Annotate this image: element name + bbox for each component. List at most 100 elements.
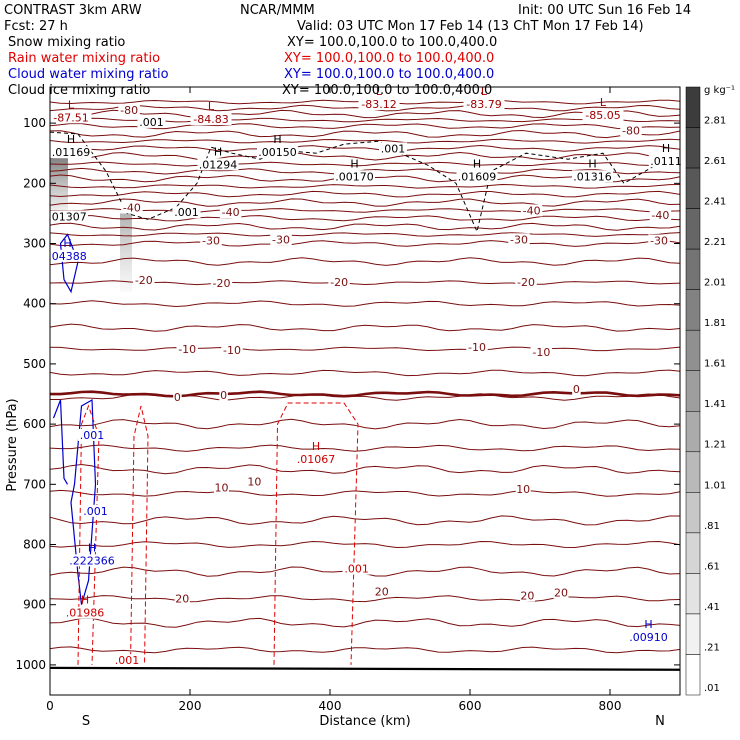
isotherm-label: 10 bbox=[215, 481, 229, 494]
colorbar-swatch bbox=[685, 86, 701, 128]
extremum-value-bg bbox=[456, 170, 498, 183]
isotherm-label-bg bbox=[553, 586, 569, 599]
isotherm-label-bg bbox=[270, 233, 292, 246]
isotherm-label-bg bbox=[515, 276, 537, 289]
legend-cloud-water-xy: XY= 100.0,100.0 to 100.0,400.0 bbox=[284, 67, 494, 82]
cloud-water-label: .001 bbox=[83, 505, 108, 518]
extremum-value: .00170 bbox=[335, 170, 374, 183]
y-tick-label: 200 bbox=[23, 176, 46, 190]
extremum-value-bg bbox=[64, 606, 106, 619]
isotherm-label-bg bbox=[572, 383, 581, 396]
extremum-letter: H bbox=[644, 618, 652, 631]
snow-label: .01307 bbox=[48, 210, 87, 223]
snow-label: .001 bbox=[174, 206, 199, 219]
y-tick-label: 100 bbox=[23, 116, 46, 130]
snow-label-bg bbox=[172, 206, 201, 219]
legend-rain-xy: XY= 100.0,100.0 to 100.0,400.0 bbox=[284, 51, 494, 66]
rain-label-bg bbox=[113, 654, 141, 667]
isotherm-label: 0 bbox=[220, 389, 227, 402]
isotherm-label: 10 bbox=[247, 475, 261, 488]
isotherm-label-bg bbox=[519, 589, 535, 602]
isotherm-label: -20 bbox=[213, 277, 231, 290]
snow-shade-mid bbox=[120, 213, 132, 292]
isotherm-upper bbox=[49, 222, 681, 231]
isotherm-upper bbox=[49, 208, 681, 213]
x-tick-label: 400 bbox=[319, 699, 342, 713]
snow-contour bbox=[49, 131, 681, 234]
colorbar-label: 1.81 bbox=[704, 318, 726, 329]
colorbar-label: 2.21 bbox=[704, 237, 726, 248]
snow-label-bg bbox=[47, 210, 88, 223]
colorbar-label: 1.41 bbox=[704, 399, 726, 410]
snow-label: .001 bbox=[139, 116, 164, 129]
snow-label-bg bbox=[379, 142, 407, 155]
isotherm-upper bbox=[49, 300, 681, 308]
isotherm-upper bbox=[49, 240, 681, 247]
isotherm-lower bbox=[50, 393, 681, 401]
extremum-letter: H bbox=[67, 133, 75, 146]
isotherm-label: 20 bbox=[375, 585, 389, 598]
isotherm-upper bbox=[49, 151, 681, 161]
colorbar-swatch bbox=[685, 532, 701, 574]
extremum-value: .01169 bbox=[52, 146, 91, 159]
extremum-value-bg bbox=[358, 98, 400, 111]
isotherm-label: -10 bbox=[178, 343, 196, 356]
isotherm-upper bbox=[49, 346, 681, 352]
colorbar-swatch bbox=[685, 411, 701, 453]
extremum-value: -83.79 bbox=[466, 98, 501, 111]
isotherm-upper bbox=[49, 215, 681, 222]
y-tick-label: 500 bbox=[23, 357, 46, 371]
colorbar-label: 2.01 bbox=[704, 278, 726, 289]
extremum-value: .01609 bbox=[458, 170, 497, 183]
extremum-letter: L bbox=[208, 100, 215, 113]
isotherm-label: -30 bbox=[202, 235, 220, 248]
model-title: CONTRAST 3km ARW bbox=[4, 3, 142, 18]
x-tick-label: 0 bbox=[46, 699, 54, 713]
extremum-value-bg bbox=[47, 249, 88, 262]
colorbar-swatch bbox=[685, 289, 701, 331]
isotherm-label-bg bbox=[620, 124, 642, 137]
plot-frame bbox=[49, 86, 681, 696]
legend-cloud-ice: Cloud ice mixing ratio bbox=[8, 83, 150, 98]
extremum-letter: H bbox=[350, 157, 358, 170]
extremum-letter: H bbox=[473, 157, 481, 170]
isotherm-label-bg bbox=[210, 277, 233, 290]
extremum-value: .222366 bbox=[69, 554, 115, 567]
isotherm-label-bg bbox=[219, 206, 242, 219]
valid-time: Valid: 03 UTC Mon 17 Feb 14 (13 ChT Mon … bbox=[297, 19, 644, 34]
rain-contour-edge bbox=[77, 404, 100, 665]
isotherm-lower bbox=[49, 617, 681, 628]
colorbar-swatch bbox=[685, 127, 701, 169]
extremum-value: .00150 bbox=[258, 146, 297, 159]
isotherm-label-bg bbox=[174, 592, 190, 605]
colorbar-swatch bbox=[685, 370, 701, 412]
extremum-letter: L bbox=[376, 85, 383, 98]
y-tick-label: 300 bbox=[23, 237, 46, 251]
isotherm-upper bbox=[49, 190, 681, 198]
isotherm-label: 20 bbox=[520, 590, 534, 603]
cloud-water-contour-upper bbox=[59, 233, 79, 294]
isotherm-lower bbox=[49, 418, 681, 430]
contour-labels: -80 -80 -40 -40 -40 -40 -30 -30 -30 -30 -20 -20 -20 -… bbox=[47, 85, 684, 667]
y-tick-label: 800 bbox=[23, 538, 46, 552]
isotherm-upper bbox=[49, 122, 681, 130]
x-axis-label: Distance (km) bbox=[319, 714, 410, 729]
extremum-value: .01986 bbox=[66, 607, 105, 620]
isotherm-label-bg bbox=[176, 342, 198, 355]
colorbar: 2.81 2.61 2.41 2.21 2.01 1.81 1.61 1.41 1.21 1.01… bbox=[685, 86, 726, 696]
isotherm-upper bbox=[49, 280, 681, 286]
cloud-water-contour-core bbox=[70, 398, 97, 605]
colorbar-swatch bbox=[685, 613, 701, 655]
isotherm-label-bg bbox=[246, 475, 262, 488]
extremum-value: -84.83 bbox=[193, 113, 228, 126]
isotherm-label-bg bbox=[118, 103, 140, 116]
isotherm-label: -30 bbox=[272, 233, 290, 246]
extremum-value-bg bbox=[295, 453, 337, 466]
extremum-value: .04388 bbox=[48, 250, 87, 263]
isotherm-upper bbox=[49, 369, 681, 377]
colorbar-swatch bbox=[685, 329, 701, 371]
isotherm-label-bg bbox=[173, 391, 182, 404]
y-tick-label: 1000 bbox=[15, 658, 46, 672]
isotherm-lower bbox=[49, 444, 681, 452]
